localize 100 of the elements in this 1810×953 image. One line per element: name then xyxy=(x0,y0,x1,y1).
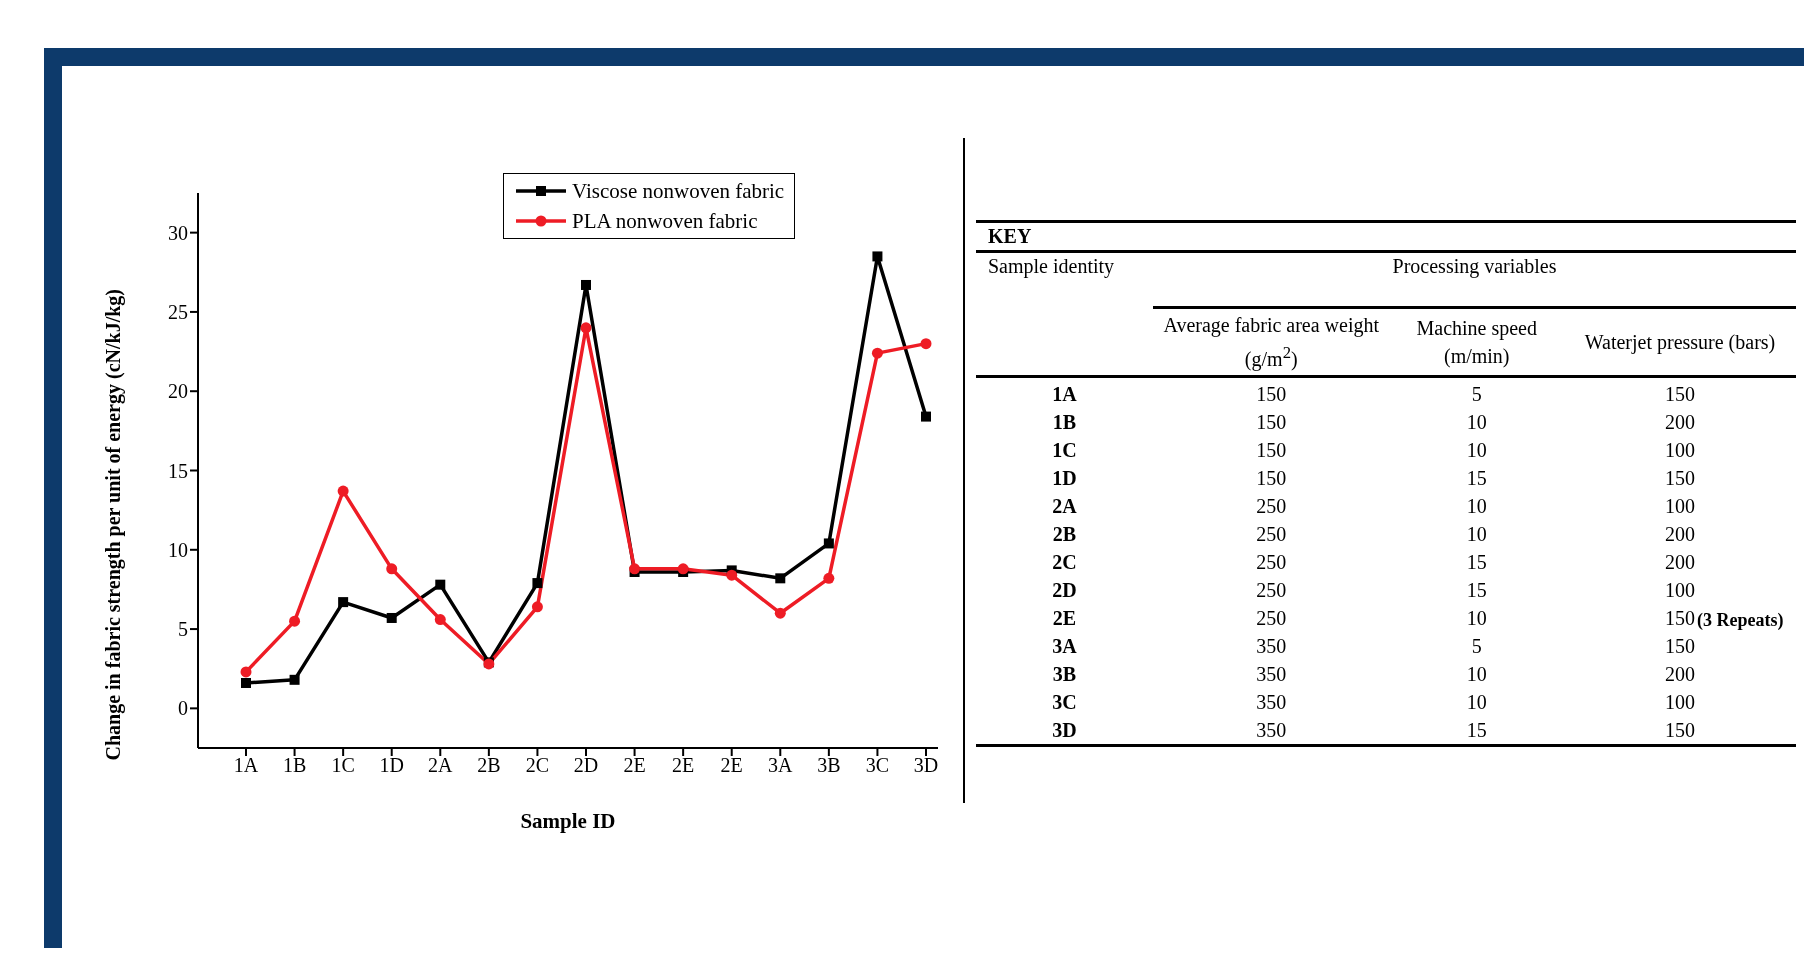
y-tick-label: 0 xyxy=(178,697,188,720)
category-label: 2B xyxy=(1051,521,1078,547)
x-tick-label: 2A xyxy=(428,754,454,777)
point xyxy=(386,563,398,575)
x-tick-label: 2B xyxy=(477,754,501,777)
data-label: 150 xyxy=(1256,382,1287,405)
category-label: 2D xyxy=(1051,577,1078,603)
data-label: 10 xyxy=(1466,690,1487,713)
y-tick-label: 10 xyxy=(168,538,188,561)
x-tick-label: 3D xyxy=(913,754,939,777)
x-tick-label: 3B xyxy=(817,754,841,777)
data-label: 350 xyxy=(1256,634,1287,657)
x-tick-label: 1C xyxy=(331,754,355,777)
text: Sample identity xyxy=(987,254,1116,280)
point xyxy=(435,579,446,590)
data-label: 250 xyxy=(1256,494,1287,517)
x-tick-label: 2C xyxy=(525,754,550,777)
point xyxy=(338,597,349,608)
x-tick-label: 2E xyxy=(623,754,646,777)
point xyxy=(532,578,543,589)
legend-label: Viscose nonwoven fabric xyxy=(572,178,785,205)
point xyxy=(774,607,786,619)
data-label: 350 xyxy=(1256,718,1287,741)
data-label: 200 xyxy=(1665,662,1695,685)
point xyxy=(289,674,300,685)
point xyxy=(920,338,932,350)
x-tick-label: 1B xyxy=(282,754,307,777)
text: Average fabric area weight (g/m$^{2}$) xyxy=(1162,313,1381,373)
data-label: 15 xyxy=(1466,578,1487,601)
x-tick-label: 1A xyxy=(233,754,259,777)
point xyxy=(531,601,543,613)
data-label: 10 xyxy=(1466,494,1487,517)
text: Waterjet pressure (bars) xyxy=(1583,329,1777,356)
y-tick-label: 15 xyxy=(168,459,188,482)
data-label: 10 xyxy=(1466,410,1487,433)
y-tick-label: 20 xyxy=(168,380,188,403)
point xyxy=(921,411,931,422)
point xyxy=(823,572,835,584)
x-tick-label: 1D xyxy=(379,754,404,777)
data-label: 100 xyxy=(1665,690,1695,713)
y-tick-label: 5 xyxy=(178,618,188,641)
data-label: 250 xyxy=(1256,578,1287,601)
data-label: 200 xyxy=(1665,550,1695,573)
point xyxy=(775,573,786,584)
y-axis-title: Change in fabric strength per unit of energy (cN/kJ/kg) xyxy=(102,289,126,761)
x-axis-title: Sample ID xyxy=(520,809,616,833)
y-tick-label: 30 xyxy=(168,221,188,244)
category-label: 1B xyxy=(1051,409,1078,435)
data-label: 15 xyxy=(1466,550,1487,573)
point xyxy=(434,614,446,626)
point xyxy=(823,538,834,549)
data-label: 100 xyxy=(1665,578,1695,601)
x-tick-label: 2D xyxy=(573,754,599,777)
x-tick-label: 3C xyxy=(865,754,890,777)
category-label: 1C xyxy=(1051,437,1078,463)
data-label: 5 xyxy=(1471,382,1482,405)
data-label: 350 xyxy=(1256,662,1287,685)
data-label: 150 xyxy=(1665,634,1695,657)
point xyxy=(386,612,397,623)
data-label: 350 xyxy=(1256,690,1287,713)
data-label: 150 xyxy=(1256,438,1287,461)
category-label: 3A xyxy=(1051,633,1078,659)
data-label: 10 xyxy=(1466,606,1487,629)
data-label: 150 xyxy=(1665,382,1695,405)
point xyxy=(872,251,883,262)
data-label: 150 xyxy=(1256,466,1287,489)
data-label: 250 xyxy=(1256,606,1287,629)
y-tick-label: 25 xyxy=(168,301,188,324)
data-label: 15 xyxy=(1466,466,1487,489)
category-label: 3D xyxy=(1051,717,1078,743)
category-label: 1A xyxy=(1051,381,1078,407)
point xyxy=(871,347,883,359)
data-label: 150 xyxy=(1256,410,1287,433)
category-label: 2C xyxy=(1051,549,1078,575)
point xyxy=(581,279,591,290)
category-label: 3B xyxy=(1051,661,1078,687)
category-label: 2A xyxy=(1051,493,1078,519)
data-label: 100 xyxy=(1665,438,1695,461)
legend-label: PLA nonwoven fabric xyxy=(572,208,758,235)
point xyxy=(337,485,349,497)
point xyxy=(726,569,738,581)
data-label: 100 xyxy=(1665,494,1695,517)
point xyxy=(580,322,592,334)
data-label: 200 xyxy=(1665,522,1695,545)
data-label: 150 xyxy=(1665,718,1695,741)
data-label: 150 xyxy=(1665,606,1695,629)
x-tick-label: 3A xyxy=(768,754,794,777)
x-tick-label: 2E xyxy=(720,754,743,777)
data-label: 200 xyxy=(1665,410,1695,433)
text: KEY xyxy=(976,221,1796,252)
text: Processing variables xyxy=(1153,251,1796,308)
data-label: 250 xyxy=(1256,522,1287,545)
category-label: 3C xyxy=(1051,689,1078,715)
point xyxy=(289,615,301,627)
data-label: 10 xyxy=(1466,662,1487,685)
data-label: 250 xyxy=(1256,550,1287,573)
data-label: 150 xyxy=(1665,466,1695,489)
text: Machine speed (m/min) xyxy=(1415,315,1538,370)
point xyxy=(240,666,252,678)
category-label: 2E xyxy=(1051,605,1078,631)
